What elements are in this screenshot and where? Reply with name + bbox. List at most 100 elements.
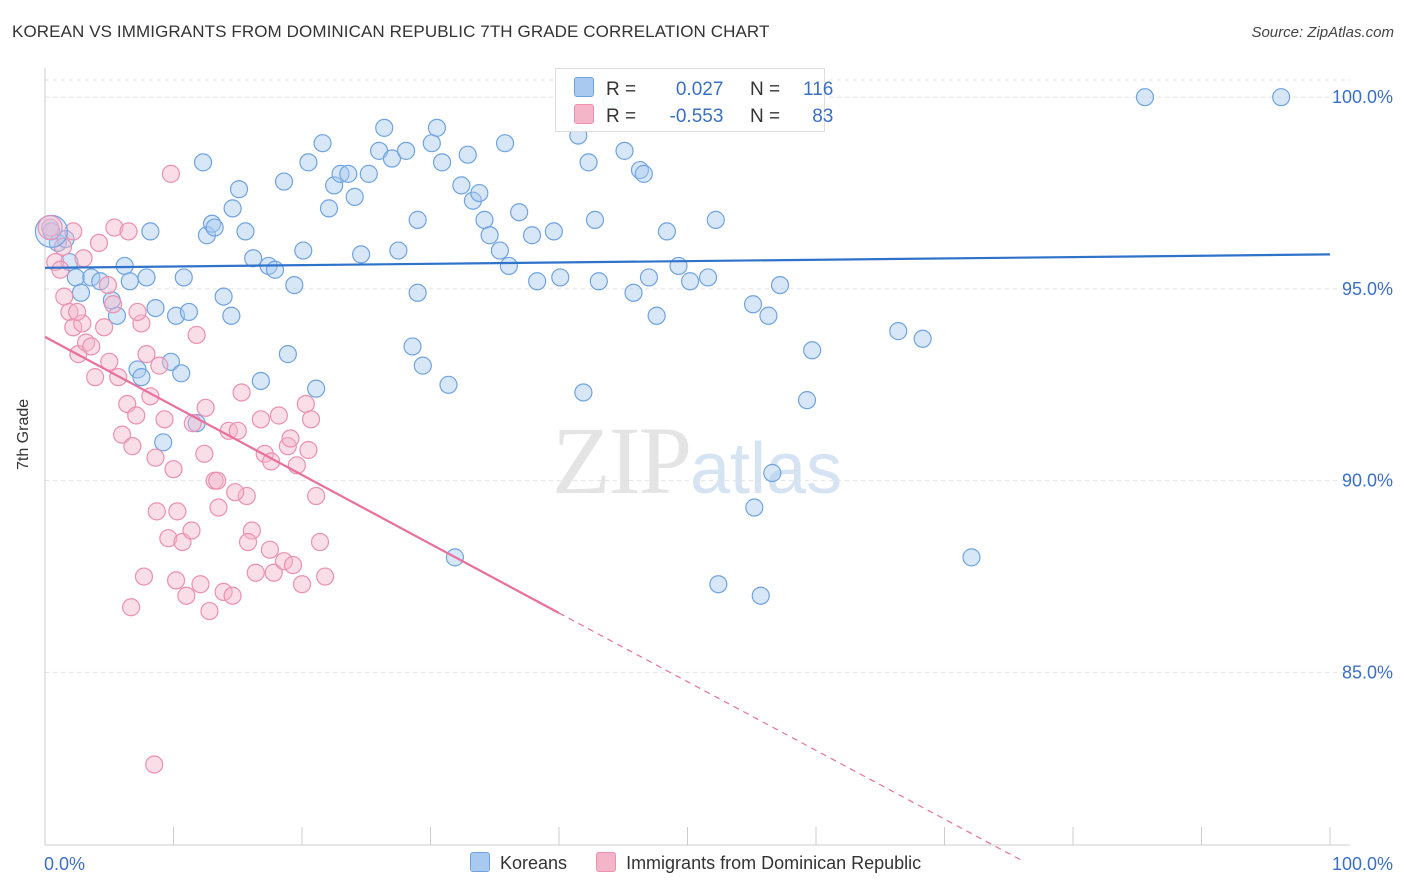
dominican-point: [260, 540, 279, 559]
dominican-point: [237, 486, 256, 506]
korean-point: [698, 268, 718, 287]
korean-point: [319, 199, 339, 218]
korean-point: [339, 164, 358, 183]
korean-point: [1272, 88, 1291, 107]
legend-row-koreans: R = 0.027 N = 116: [574, 77, 833, 101]
korean-point: [345, 187, 364, 206]
dominican-point: [177, 586, 196, 605]
dominican-point: [41, 218, 60, 237]
korean-point: [222, 306, 241, 325]
korean-point: [193, 153, 213, 172]
watermark-zip: ZIP: [552, 407, 692, 514]
dominican-point: [51, 260, 70, 279]
dominican-point: [64, 318, 83, 337]
y-tick-label: 90.0%: [1342, 471, 1393, 491]
korean-point: [770, 275, 790, 295]
dominican-point: [128, 302, 147, 322]
korean-point: [589, 272, 608, 291]
dominican-point: [296, 394, 315, 414]
korean-point: [251, 371, 270, 391]
correlation-legend: R = 0.027 N = 116 R = -0.553 N = 83: [555, 68, 833, 132]
korean-point: [408, 283, 427, 302]
dominican-point: [98, 275, 118, 295]
korean-point: [141, 222, 160, 241]
dominican-point: [74, 249, 93, 268]
korean-point: [71, 283, 91, 302]
dominican-point: [104, 295, 123, 314]
korean-point: [197, 226, 217, 245]
legend-swatch-koreans: [470, 852, 490, 872]
x-tick-label: 0.0%: [44, 854, 85, 874]
korean-point: [709, 575, 728, 594]
dominican-point: [283, 555, 303, 575]
dominican-point: [238, 532, 258, 552]
korean-trend-line: [44, 253, 1331, 269]
korean-point: [214, 287, 233, 306]
legend-label-koreans: Koreans: [500, 853, 568, 873]
dominican-point: [264, 563, 283, 582]
dominican-point: [150, 356, 169, 375]
korean-point: [574, 383, 593, 402]
dominican-point: [166, 571, 186, 590]
dominican-point: [121, 598, 141, 617]
dominican-point: [182, 521, 201, 540]
dominican-point: [168, 502, 187, 521]
dominican-point: [155, 410, 174, 429]
korean-point: [120, 272, 139, 291]
dominican-point-large: [37, 214, 63, 241]
korean-point: [706, 210, 725, 229]
korean-point: [624, 283, 643, 302]
dominican-point: [86, 368, 105, 387]
korean-point: [205, 218, 224, 237]
korean-point: [759, 306, 778, 325]
legend-r-value: -0.553: [669, 106, 724, 127]
dominican-point: [147, 502, 166, 521]
dominican-point: [281, 429, 300, 448]
korean-point: [265, 260, 285, 279]
korean-point: [285, 275, 304, 295]
korean-point: [743, 295, 763, 314]
korean-point: [82, 268, 101, 287]
dominican-point: [191, 575, 210, 594]
korean-point: [797, 391, 817, 410]
dominican-point: [232, 383, 251, 402]
korean-point: [382, 149, 402, 168]
korean-point: [439, 375, 458, 394]
x-tick-label: 100.0%: [1332, 854, 1393, 874]
korean-point: [763, 463, 782, 483]
legend-item-dominican[interactable]: Immigrants from Dominican Republic: [596, 852, 921, 874]
korean-point: [432, 153, 452, 172]
korean-point: [331, 164, 350, 183]
dominican-point: [112, 425, 132, 444]
korean-point: [325, 176, 344, 195]
korean-point: [422, 134, 441, 153]
watermark-atlas: atlas: [690, 429, 843, 509]
dominican-point: [134, 567, 154, 586]
legend-r-label: R =: [606, 106, 637, 127]
dominican-point: [68, 302, 87, 322]
dominican-point: [226, 483, 245, 502]
korean-point: [475, 210, 494, 229]
korean-point: [174, 268, 193, 287]
korean-point: [375, 118, 394, 137]
korean-point: [913, 329, 932, 348]
korean-point: [154, 433, 173, 452]
korean-point: [452, 176, 471, 195]
dominican-point: [195, 444, 214, 463]
korean-point: [307, 379, 326, 398]
korean-point: [470, 183, 489, 203]
korean-point: [403, 337, 422, 356]
dominican-point: [251, 410, 270, 429]
korean-point: [172, 364, 191, 383]
legend-item-koreans[interactable]: Koreans: [470, 852, 567, 874]
dominican-point: [159, 529, 178, 548]
legend-n-value: 83: [812, 106, 834, 127]
dominican-point: [119, 222, 138, 241]
legend-n-value: 116: [803, 79, 834, 100]
chart-title: KOREAN VS IMMIGRANTS FROM DOMINICAN REPU…: [12, 22, 770, 41]
dominican-point: [164, 460, 183, 479]
korean-point: [745, 498, 764, 517]
korean-point: [427, 118, 447, 137]
legend-r-value: 0.027: [675, 79, 724, 100]
